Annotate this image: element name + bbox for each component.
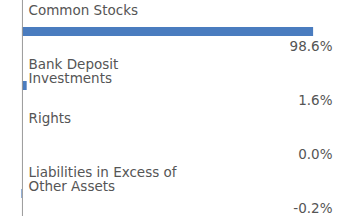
svg-text:1.6%: 1.6% — [298, 92, 332, 108]
svg-text:Rights: Rights — [29, 110, 72, 126]
svg-text:Bank DepositInvestments: Bank DepositInvestments — [29, 56, 119, 86]
svg-text:Liabilities in Excess ofOther: Liabilities in Excess ofOther Assets — [29, 164, 178, 193]
svg-text:0.0%: 0.0% — [298, 146, 332, 162]
svg-text:98.6%: 98.6% — [290, 38, 333, 54]
svg-text:-0.2%: -0.2% — [293, 200, 332, 216]
svg-text:Common Stocks: Common Stocks — [29, 2, 139, 18]
